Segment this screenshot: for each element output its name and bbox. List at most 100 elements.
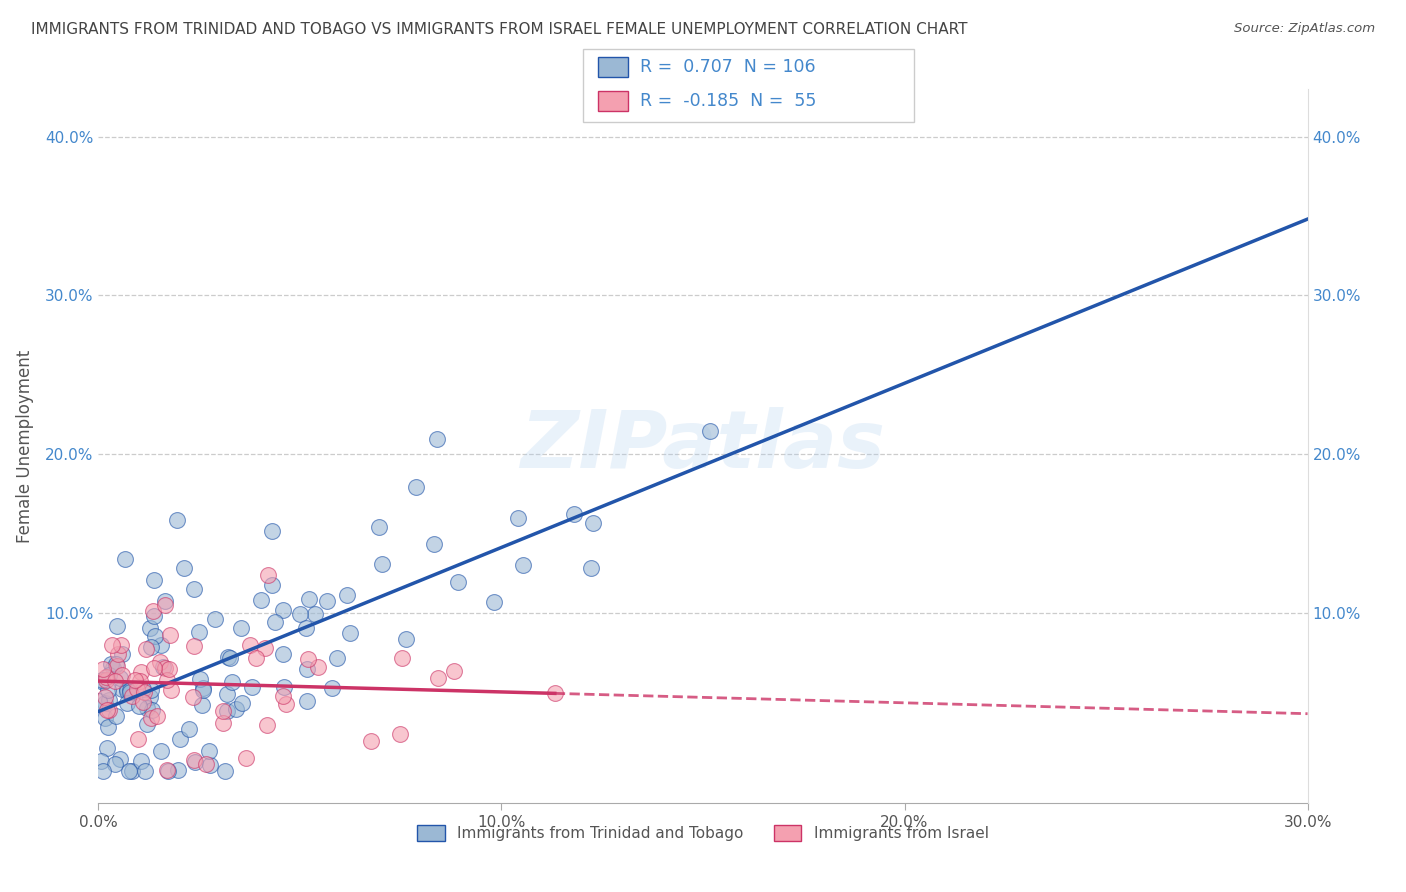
Point xyxy=(98,692,121,706)
Point xyxy=(142,604,165,618)
Point xyxy=(263,615,285,629)
Point xyxy=(156,764,179,778)
Point xyxy=(183,582,205,597)
Point xyxy=(405,479,427,493)
Point xyxy=(699,424,721,438)
Point xyxy=(121,689,143,703)
Point xyxy=(271,603,294,617)
Point xyxy=(105,619,128,633)
Point xyxy=(91,764,114,778)
Point xyxy=(388,727,411,741)
Point xyxy=(156,763,179,777)
Point xyxy=(139,711,162,725)
Point xyxy=(181,690,204,705)
Point xyxy=(152,660,174,674)
Point xyxy=(135,642,157,657)
Point xyxy=(297,651,319,665)
Point xyxy=(104,657,127,672)
Point xyxy=(253,641,276,656)
Point xyxy=(215,704,238,718)
Point xyxy=(191,682,214,697)
Point xyxy=(295,662,318,676)
Point xyxy=(91,673,114,687)
Point xyxy=(250,593,273,607)
Point xyxy=(321,681,343,696)
Point xyxy=(395,632,418,646)
Point xyxy=(138,690,160,704)
Point xyxy=(132,695,155,709)
Point xyxy=(115,684,138,698)
Point xyxy=(93,690,115,705)
Point xyxy=(153,594,176,608)
Point xyxy=(316,594,339,608)
Point xyxy=(94,711,117,725)
Point xyxy=(273,690,295,704)
Point xyxy=(256,718,278,732)
Point xyxy=(194,756,217,771)
Point xyxy=(138,621,160,635)
Point xyxy=(187,625,209,640)
Point xyxy=(115,682,138,697)
Point xyxy=(101,660,124,674)
Point xyxy=(326,651,349,665)
Point xyxy=(111,682,134,697)
Point xyxy=(114,551,136,566)
Point xyxy=(143,629,166,643)
Point xyxy=(544,685,567,699)
Point xyxy=(127,732,149,747)
Point xyxy=(166,513,188,527)
Point xyxy=(240,680,263,694)
Point xyxy=(118,685,141,699)
Point xyxy=(167,764,190,778)
Point xyxy=(108,672,131,686)
Point xyxy=(159,628,181,642)
Point xyxy=(371,558,394,572)
Point xyxy=(183,639,205,653)
Point xyxy=(211,716,233,731)
Point xyxy=(298,591,321,606)
Point xyxy=(101,638,124,652)
Point xyxy=(239,638,262,652)
Point xyxy=(225,702,247,716)
Text: R =  0.707  N = 106: R = 0.707 N = 106 xyxy=(640,58,815,76)
Point xyxy=(426,432,449,446)
Point xyxy=(212,704,235,718)
Point xyxy=(579,561,602,575)
Point xyxy=(273,680,295,694)
Point xyxy=(257,568,280,582)
Point xyxy=(153,661,176,675)
Y-axis label: Female Unemployment: Female Unemployment xyxy=(15,350,34,542)
Point xyxy=(136,716,159,731)
Point xyxy=(129,673,152,688)
Point xyxy=(191,698,214,712)
Point xyxy=(188,673,211,687)
Point xyxy=(89,694,111,708)
Point xyxy=(149,655,172,669)
Point xyxy=(512,558,534,572)
Point xyxy=(90,754,112,768)
Point xyxy=(141,703,163,717)
Point xyxy=(132,681,155,696)
Point xyxy=(295,693,318,707)
Point xyxy=(198,757,221,772)
Point xyxy=(98,703,121,717)
Point xyxy=(193,681,215,695)
Text: R =  -0.185  N =  55: R = -0.185 N = 55 xyxy=(640,92,815,110)
Point xyxy=(139,683,162,698)
Point xyxy=(104,673,127,688)
Point xyxy=(134,764,156,778)
Point xyxy=(482,595,505,609)
Point xyxy=(150,744,173,758)
Point xyxy=(132,685,155,699)
Point xyxy=(169,731,191,746)
Point xyxy=(336,588,359,602)
Point xyxy=(304,607,326,621)
Point xyxy=(183,753,205,767)
Point xyxy=(111,647,134,661)
Point xyxy=(274,697,297,711)
Text: IMMIGRANTS FROM TRINIDAD AND TOBAGO VS IMMIGRANTS FROM ISRAEL FEMALE UNEMPLOYMEN: IMMIGRANTS FROM TRINIDAD AND TOBAGO VS I… xyxy=(31,22,967,37)
Legend: Immigrants from Trinidad and Tobago, Immigrants from Israel: Immigrants from Trinidad and Tobago, Imm… xyxy=(409,817,997,848)
Point xyxy=(124,673,146,687)
Point xyxy=(128,699,150,714)
Point xyxy=(271,647,294,661)
